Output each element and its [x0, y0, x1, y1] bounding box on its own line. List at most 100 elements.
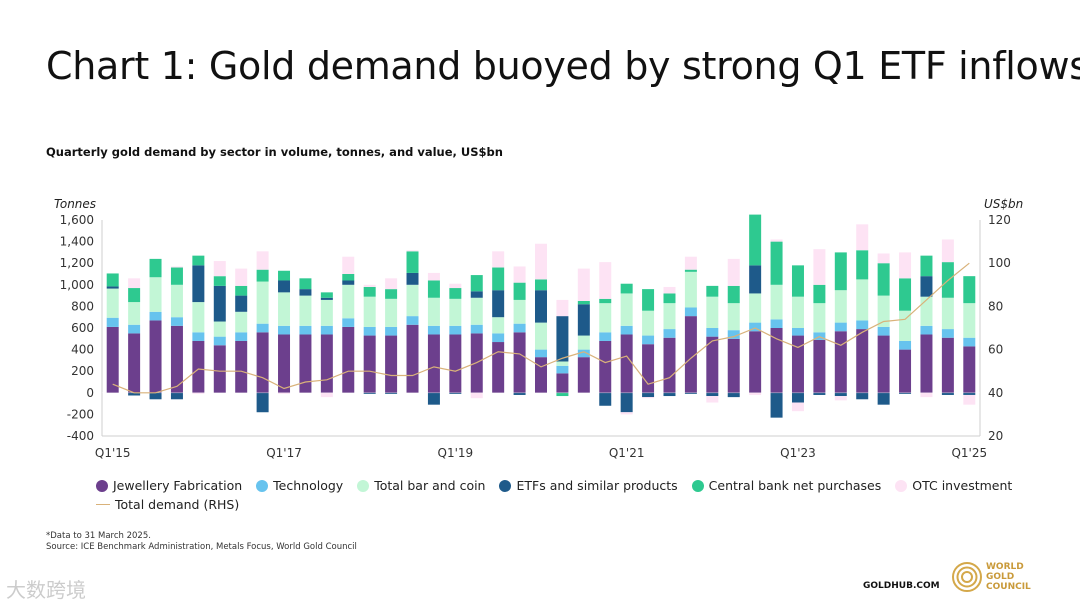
y-left-axis-title: Tonnes	[54, 197, 96, 211]
bar-segment	[834, 396, 847, 401]
y-left-tick-label: -400	[67, 429, 94, 443]
bar-segment	[877, 295, 890, 327]
bar-segment	[813, 284, 826, 304]
goldhub-link[interactable]: GOLDHUB.COM	[863, 581, 940, 591]
bar-segment	[256, 332, 269, 393]
bar-segment	[320, 297, 333, 300]
bar-segment	[963, 346, 976, 393]
bar-segment	[427, 392, 440, 405]
bar-segment	[235, 285, 248, 296]
bar-segment	[213, 336, 226, 346]
bar-segment	[770, 328, 783, 393]
bar-segment	[941, 329, 954, 338]
bar-segment	[899, 340, 912, 350]
bar-segment	[192, 265, 205, 303]
x-tick-label: Q1'25	[951, 446, 987, 460]
bar-segment	[513, 392, 526, 395]
bar-segment	[342, 274, 355, 281]
bar-segment	[599, 262, 612, 299]
bar-segment	[235, 268, 248, 286]
bar-segment	[727, 392, 740, 398]
y-right-tick-label: 100	[988, 256, 1011, 270]
legend-row: Total demand (RHS)	[96, 495, 1056, 514]
bar-segment	[727, 330, 740, 339]
bar-segment	[363, 326, 376, 336]
bar-segment	[791, 335, 804, 393]
y-left-tick-label: -200	[67, 407, 94, 421]
bar-segment	[513, 266, 526, 283]
legend-item: ETFs and similar products	[499, 478, 678, 493]
bar-segment	[642, 335, 655, 345]
bar-segment	[256, 269, 269, 282]
bar-segment	[749, 322, 762, 332]
bar-segment	[320, 334, 333, 393]
bar-segment	[856, 224, 869, 251]
bar-segment	[235, 332, 248, 341]
bar-segment	[856, 329, 869, 393]
bar-segment	[470, 275, 483, 292]
bar-segment	[149, 258, 162, 278]
bar-segment	[320, 292, 333, 298]
wgc-logo-line: COUNCIL	[986, 582, 1031, 592]
bar-segment	[278, 392, 291, 394]
page-title: Chart 1: Gold demand buoyed by strong Q1…	[46, 44, 1080, 88]
bar-segment	[856, 250, 869, 280]
x-tick-label: Q1'19	[438, 446, 474, 460]
bar-segment	[834, 322, 847, 332]
bar-segment	[470, 297, 483, 325]
bar-segment	[706, 328, 719, 337]
legend-label: OTC investment	[912, 478, 1013, 493]
bar-segment	[170, 267, 183, 285]
y-left-tick-label: 600	[71, 321, 94, 335]
bar-segment	[877, 326, 890, 336]
bar-segment	[856, 392, 869, 400]
bar-segment	[684, 256, 697, 270]
legend-label: Central bank net purchases	[708, 478, 882, 493]
bar-segment	[492, 267, 505, 291]
bar-segment	[620, 325, 633, 335]
bar-segment	[170, 284, 183, 318]
bar-segment	[385, 326, 398, 336]
bar-segment	[342, 284, 355, 319]
bar-segment	[706, 285, 719, 297]
bar-segment	[663, 337, 676, 393]
bar-segment	[213, 276, 226, 286]
bar-segment	[320, 299, 333, 326]
bar-segment	[749, 331, 762, 393]
bar-segment	[813, 392, 826, 395]
bar-segment	[599, 298, 612, 304]
bar-segment	[770, 239, 783, 242]
bar-segment	[406, 284, 419, 317]
legend-line-swatch	[96, 504, 110, 505]
wgc-logo-line: GOLD	[986, 572, 1015, 582]
bar-segment	[642, 310, 655, 336]
legend-label: Total demand (RHS)	[115, 497, 240, 512]
bar-segment	[599, 332, 612, 341]
legend-label: Total bar and coin	[374, 478, 486, 493]
legend-label: Jewellery Fabrication	[113, 478, 243, 493]
bar-segment	[192, 255, 205, 266]
bar-segment	[642, 344, 655, 393]
bar-segment	[235, 340, 248, 393]
y-left-tick-label: 1,400	[60, 235, 94, 249]
bar-segment	[106, 317, 119, 327]
legend-row: Jewellery Fabrication Technology Total bar…	[96, 476, 1056, 495]
bar-segment	[449, 392, 462, 394]
y-right-tick-label: 60	[988, 343, 1003, 357]
bar-segment	[920, 276, 933, 297]
bar-segment	[363, 284, 376, 287]
x-tick-label: Q1'23	[780, 446, 816, 460]
bar-segment	[192, 332, 205, 341]
bar-segment	[128, 333, 141, 393]
y-right-tick-label: 80	[988, 299, 1003, 313]
bar-segment	[106, 326, 119, 393]
bar-segment	[342, 280, 355, 285]
bar-segment	[877, 392, 890, 405]
y-right-tick-label: 40	[988, 386, 1003, 400]
bar-segment	[363, 296, 376, 327]
bar-segment	[920, 255, 933, 277]
bar-segment	[213, 321, 226, 337]
bar-segment	[941, 392, 954, 395]
bar-segment	[770, 392, 783, 418]
bar-segment	[342, 318, 355, 327]
